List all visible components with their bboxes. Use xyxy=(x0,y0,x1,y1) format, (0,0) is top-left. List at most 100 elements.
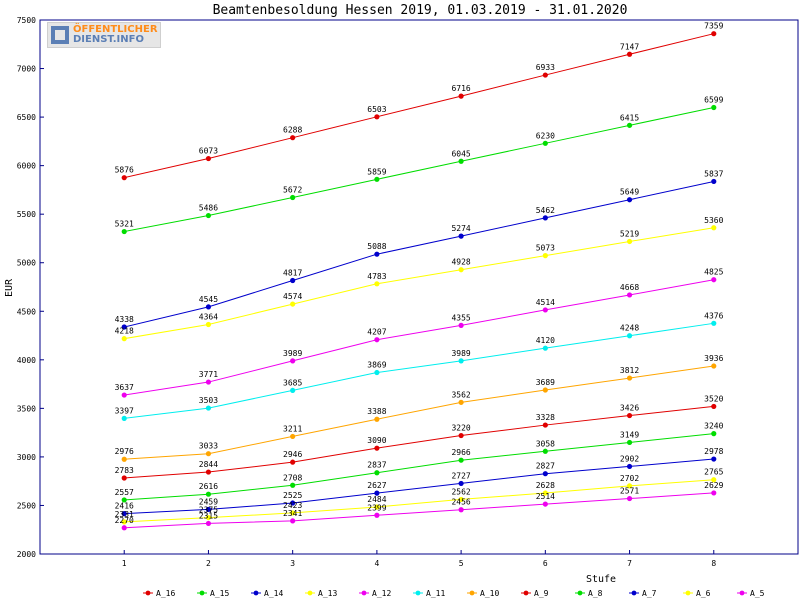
data-label: 5672 xyxy=(283,185,302,194)
data-point xyxy=(458,457,464,463)
data-point xyxy=(458,93,464,99)
series-line xyxy=(124,405,714,479)
data-label: 6288 xyxy=(283,126,302,135)
data-label: 4355 xyxy=(451,313,470,322)
data-point xyxy=(374,251,380,257)
x-tick-label: 2 xyxy=(206,559,211,568)
y-axis: 2000 2500 3000 3500 4000 4500 5000 5500 6000 6500… xyxy=(17,16,44,559)
data-label: 2562 xyxy=(451,487,470,496)
data-point xyxy=(458,507,464,513)
data-label: 4545 xyxy=(199,295,218,304)
data-point xyxy=(542,422,548,428)
data-label: 2827 xyxy=(536,462,555,471)
data-label: 2514 xyxy=(536,492,555,501)
data-point xyxy=(290,518,296,524)
data-point xyxy=(121,497,127,503)
data-point xyxy=(205,155,212,162)
data-point xyxy=(374,512,380,518)
data-label: 3090 xyxy=(367,436,386,445)
data-label: 2727 xyxy=(451,471,470,480)
data-point xyxy=(205,321,212,328)
data-label: 5462 xyxy=(536,206,555,215)
data-label: 5837 xyxy=(704,169,723,178)
x-axis-label: Stufe xyxy=(586,574,616,585)
data-point xyxy=(374,281,380,287)
legend-item: A_8 xyxy=(575,589,603,598)
series-line xyxy=(124,322,714,419)
legend-label: A_8 xyxy=(588,589,603,598)
legend-label: A_7 xyxy=(642,589,657,598)
data-point xyxy=(290,194,296,201)
data-point xyxy=(626,333,633,339)
data-label: 2331 xyxy=(115,510,134,519)
x-tick-label: 4 xyxy=(374,559,379,568)
legend-swatch-marker xyxy=(199,590,205,596)
data-point xyxy=(542,387,548,393)
data-label: 3149 xyxy=(620,430,639,439)
data-label: 2629 xyxy=(704,481,723,490)
data-point xyxy=(458,480,464,487)
data-point xyxy=(290,358,296,364)
series-line xyxy=(124,279,714,396)
data-point xyxy=(205,451,212,457)
data-point xyxy=(205,514,212,521)
legend-label: A_5 xyxy=(750,589,765,598)
legend-item: A_6 xyxy=(683,589,711,598)
data-label: 2484 xyxy=(367,495,386,504)
series-a-12: 3637 3771 3989 4207 4355 4514 4668 4825 xyxy=(115,268,724,398)
data-point xyxy=(542,471,548,477)
data-point xyxy=(205,520,212,527)
data-point xyxy=(626,495,633,502)
series-line xyxy=(124,458,714,515)
data-label: 3989 xyxy=(283,349,302,358)
series-a-9: 2783 2844 2946 3090 3220 3328 3426 3520 xyxy=(115,394,724,481)
legend-swatch-marker xyxy=(253,590,259,596)
data-label: 4514 xyxy=(536,298,555,307)
data-point xyxy=(121,525,127,531)
data-point xyxy=(205,212,212,219)
legend-swatch-marker xyxy=(577,590,583,596)
x-tick-label: 7 xyxy=(627,559,632,568)
data-label: 2702 xyxy=(620,474,639,483)
legend-swatch-marker xyxy=(469,590,475,596)
data-point xyxy=(205,379,212,385)
data-label: 2765 xyxy=(704,468,723,477)
data-point xyxy=(290,500,296,506)
legend-item: A_11 xyxy=(413,589,445,598)
data-label: 3637 xyxy=(115,383,134,392)
data-point xyxy=(290,387,296,394)
data-label: 2902 xyxy=(620,454,639,463)
data-label: 6599 xyxy=(704,95,723,104)
data-point xyxy=(711,320,717,326)
series-a-14: 4338 4545 4817 5088 5274 5462 5649 5837 xyxy=(115,169,724,330)
legend-item: A_10 xyxy=(467,589,499,598)
series-a-13: 4218 4364 4574 4783 4928 5073 5219 5360 xyxy=(115,216,724,342)
y-tick-label: 7000 xyxy=(17,65,36,74)
legend-swatch-marker xyxy=(415,590,421,596)
data-label: 2837 xyxy=(367,461,386,470)
legend-label: A_11 xyxy=(426,589,445,598)
legend-swatch-marker xyxy=(523,590,529,596)
legend-label: A_10 xyxy=(480,589,499,598)
data-point xyxy=(542,490,548,496)
series-a-7: 2416 2459 2525 2627 2727 2827 2902 2978 xyxy=(115,447,724,517)
data-label: 5859 xyxy=(367,167,386,176)
legend-item: A_15 xyxy=(197,589,229,598)
legend-label: A_14 xyxy=(264,589,283,598)
y-tick-label: 3000 xyxy=(17,453,36,462)
data-label: 3503 xyxy=(199,396,218,405)
data-point xyxy=(711,403,717,410)
series-line xyxy=(124,365,714,460)
chart-title: Beamtenbesoldung Hessen 2019, 01.03.2019… xyxy=(213,3,628,18)
data-label: 4120 xyxy=(536,336,555,345)
data-label: 6230 xyxy=(536,131,555,140)
data-point xyxy=(711,277,717,283)
data-point xyxy=(121,392,127,398)
legend-item: A_12 xyxy=(359,589,391,598)
data-point xyxy=(290,135,296,141)
series-a-16: 5876 6073 6288 6503 6716 6933 7147 7359 xyxy=(115,22,724,181)
data-label: 3033 xyxy=(199,442,218,451)
data-point xyxy=(290,510,296,516)
data-point xyxy=(711,178,717,185)
legend-swatch-marker xyxy=(361,590,367,596)
